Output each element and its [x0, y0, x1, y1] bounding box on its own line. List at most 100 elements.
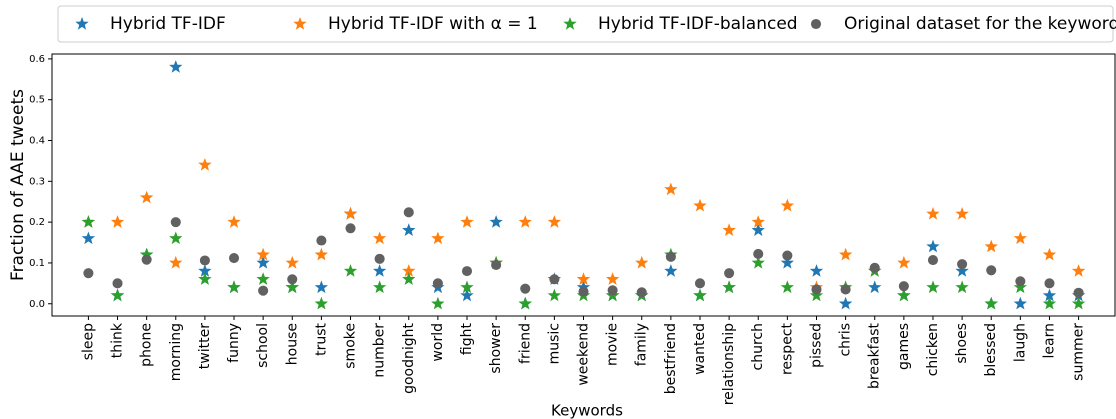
point [316, 235, 327, 246]
point [343, 207, 358, 220]
point [520, 283, 531, 294]
x-tick-label: sleep [80, 323, 96, 360]
x-tick-label: school [255, 323, 271, 368]
point [898, 281, 909, 292]
y-tick-label: 0.5 [29, 95, 45, 106]
y-tick-label: 0.4 [29, 136, 45, 147]
legend-marker [75, 17, 89, 30]
point [780, 198, 794, 212]
point [258, 285, 269, 296]
point [693, 198, 707, 212]
point [460, 215, 474, 228]
legend-marker [810, 18, 822, 30]
x-tick-label: shoes [954, 323, 970, 364]
point [926, 239, 940, 253]
point [753, 248, 764, 260]
point [345, 223, 356, 234]
point [198, 264, 212, 277]
point [314, 296, 328, 310]
point [869, 262, 880, 273]
point [256, 272, 270, 285]
point [549, 274, 560, 285]
point [927, 255, 939, 266]
point [110, 215, 125, 228]
point [897, 288, 911, 302]
point [722, 280, 736, 294]
x-tick-label: relationship [721, 323, 737, 405]
point [955, 280, 969, 294]
point [664, 182, 678, 196]
point [751, 223, 765, 236]
x-tick-label: friend [517, 323, 533, 364]
x-tick-label: music [546, 323, 562, 364]
point [782, 250, 793, 261]
point [343, 264, 358, 277]
x-tick-label: games [896, 323, 912, 370]
legend-marker [563, 17, 577, 30]
point [694, 278, 706, 289]
point [140, 190, 154, 204]
point [1013, 231, 1027, 245]
point [1013, 296, 1027, 310]
point [227, 280, 241, 294]
point [665, 251, 676, 262]
y-tick-label: 0.2 [29, 217, 45, 228]
legend-marker [293, 17, 307, 30]
point [547, 288, 561, 302]
point [751, 215, 765, 228]
point [606, 272, 620, 285]
point [984, 296, 998, 310]
point [403, 207, 414, 218]
point [751, 255, 765, 269]
x-tick-label: trust [313, 322, 329, 355]
point [518, 215, 532, 228]
x-tick-label: shower [488, 323, 504, 374]
point [578, 286, 589, 297]
point [576, 272, 591, 285]
x-tick-label: chris [838, 323, 854, 357]
point [1013, 280, 1027, 294]
x-tick-label: twitter [197, 323, 213, 369]
point [1015, 276, 1026, 287]
point [169, 255, 183, 269]
legend-label: Original dataset for the keyword [844, 14, 1116, 34]
point [984, 239, 998, 253]
point [722, 223, 736, 236]
point [256, 247, 270, 261]
x-tick-label: morning [168, 323, 184, 381]
point [724, 268, 735, 279]
point [227, 215, 241, 228]
point [1071, 296, 1086, 310]
point [955, 207, 969, 220]
point [1042, 296, 1057, 310]
x-tick-label: summer [1071, 323, 1087, 381]
point [1044, 278, 1055, 289]
x-tick-label: weekend [576, 323, 592, 386]
x-tick-label: learn [1041, 323, 1057, 358]
point [112, 278, 123, 289]
point [374, 253, 385, 264]
x-tick-label: breakfast [867, 323, 883, 389]
point [402, 272, 416, 285]
point [287, 274, 298, 285]
point [607, 285, 618, 296]
point [81, 215, 96, 228]
point [811, 284, 822, 295]
point [809, 264, 824, 277]
point [141, 254, 152, 265]
point [199, 255, 210, 266]
legend-box [57, 5, 1114, 43]
legend-label: Hybrid TF-IDF [110, 14, 226, 34]
point [81, 231, 96, 245]
point [926, 280, 940, 294]
point [314, 247, 328, 261]
x-tick-label: wanted [692, 323, 708, 375]
x-tick-label: house [284, 323, 300, 365]
point [256, 255, 270, 269]
point [432, 278, 443, 289]
x-tick-label: respect [779, 322, 795, 375]
x-tick-label: church [750, 323, 766, 370]
point [897, 255, 911, 269]
point [460, 280, 474, 294]
